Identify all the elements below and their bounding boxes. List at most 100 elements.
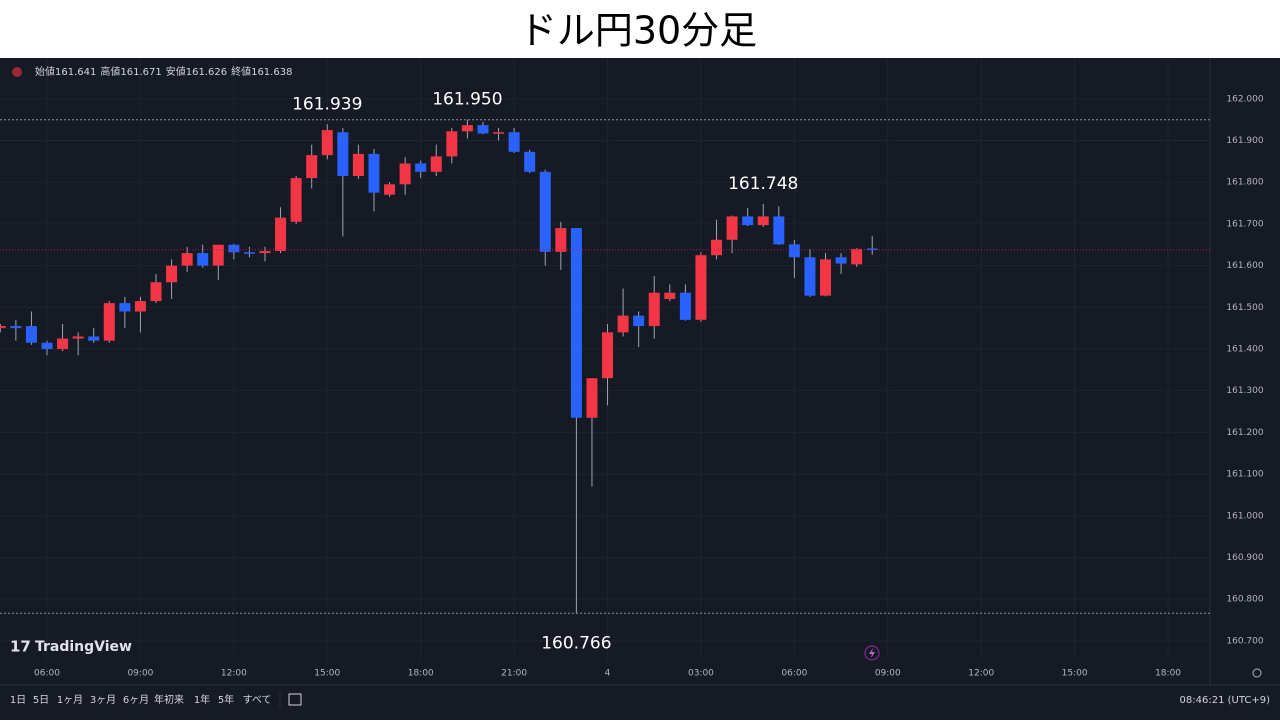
x-tick-label: 03:00 — [688, 669, 714, 679]
x-tick-label: 06:00 — [34, 669, 60, 679]
candle-body — [150, 282, 162, 302]
range-button[interactable]: 1日 — [10, 695, 26, 706]
header-value: 161.638 — [251, 67, 292, 78]
annotation: 161.950 — [432, 90, 502, 110]
header-value: 161.671 — [120, 67, 161, 78]
plot — [0, 119, 1210, 614]
candle-body — [633, 315, 645, 327]
y-tick-label: 161.900 — [1226, 136, 1263, 146]
candle-body — [648, 292, 660, 327]
chart-background — [0, 58, 1280, 720]
y-tick-label: 161.800 — [1226, 178, 1263, 188]
alert-bolt — [869, 648, 875, 658]
header-label: 始値 — [35, 65, 55, 78]
candle-body — [461, 125, 473, 132]
y-tick-label: 160.700 — [1226, 636, 1263, 646]
range-button[interactable]: 1ヶ月 — [57, 694, 83, 706]
header-label: 終値 — [231, 65, 251, 78]
candle-body — [119, 303, 131, 312]
range-button[interactable]: 6ヶ月 — [123, 694, 149, 706]
candle-body — [25, 326, 37, 343]
candle-body — [524, 151, 536, 172]
candle-body — [10, 326, 22, 329]
overlay: 160.700 160.800 160.900 161.000 161.100 161.2… — [34, 90, 1264, 679]
x-tick-label: 12:00 — [968, 669, 994, 679]
candle-body — [212, 244, 224, 266]
candle-body — [337, 132, 349, 176]
candle-body — [788, 244, 800, 258]
candle-body — [41, 342, 53, 349]
candle-body — [430, 156, 442, 172]
candle-body — [259, 251, 271, 254]
candle-body — [290, 178, 302, 222]
candle-body — [757, 216, 769, 226]
candle-body — [368, 153, 380, 193]
range-button[interactable]: 1年 — [194, 693, 210, 706]
symbol-icon — [12, 67, 22, 77]
range-button[interactable]: 3ヶ月 — [90, 694, 116, 706]
y-tick-label: 160.900 — [1226, 553, 1263, 563]
alert-icon[interactable] — [864, 645, 880, 661]
candle-body — [539, 171, 551, 252]
x-tick-label: 15:00 — [314, 669, 340, 679]
annotation: 160.766 — [541, 633, 611, 653]
header-value: 161.641 — [55, 67, 96, 78]
x-tick-label: 06:00 — [781, 669, 807, 679]
candle-body — [197, 253, 209, 266]
range-button[interactable]: 5日 — [33, 695, 49, 706]
candle-body — [617, 315, 629, 333]
candle-body — [493, 132, 505, 134]
candle-body — [866, 248, 878, 251]
range-button[interactable]: 5年 — [218, 693, 234, 706]
candle-body — [664, 292, 676, 299]
candle-body — [835, 257, 847, 264]
y-tick-label: 161.300 — [1226, 386, 1263, 396]
y-tick-label: 161.700 — [1226, 219, 1263, 229]
settings-icon[interactable] — [1252, 668, 1262, 678]
candle-body — [820, 259, 832, 296]
candle-body — [695, 255, 707, 320]
y-tick-label: 161.500 — [1226, 303, 1263, 313]
candle-body — [446, 131, 458, 157]
toolbar: 08:46:21 (UTC+9) 1日 5日 1ヶ月 3ヶ月 6ヶ月 年初来 1年 5年 すべて — [10, 692, 1270, 708]
candle-body — [804, 257, 816, 296]
header-value: 161.626 — [186, 67, 227, 78]
candle-body — [166, 265, 178, 283]
candle-body — [72, 336, 84, 339]
candle-body — [399, 163, 411, 185]
candle-body — [742, 216, 754, 226]
header-label: 安値 — [166, 65, 186, 78]
x-tick-label: 18:00 — [1155, 669, 1181, 679]
candle-body — [773, 216, 785, 245]
x-tick-label: 21:00 — [501, 669, 527, 679]
range-button[interactable]: すべて — [243, 694, 272, 706]
candle-body — [415, 163, 427, 172]
x-tick-label: 09:00 — [875, 669, 901, 679]
x-tick-label: 18:00 — [408, 669, 434, 679]
candle-body — [602, 332, 614, 379]
candle-body — [508, 132, 520, 152]
candle-body — [321, 130, 333, 156]
candle-body — [275, 217, 287, 252]
logo-mark: 17 — [10, 638, 31, 656]
x-tick-label: 4 — [605, 669, 611, 679]
y-tick-label: 162.000 — [1226, 94, 1263, 104]
candle-body — [477, 125, 489, 134]
candle-body — [555, 228, 567, 252]
candle-body — [352, 153, 364, 176]
candle-body — [228, 244, 240, 253]
x-tick-label: 15:00 — [1062, 669, 1088, 679]
date-range-icon[interactable] — [288, 693, 302, 706]
logo: 17 TradingView — [10, 638, 132, 656]
ohlc-header: 始値161.641 高値161.671 安値161.626 終値161.638 — [35, 65, 292, 78]
x-tick-label: 09:00 — [127, 669, 153, 679]
header-label: 高値 — [100, 65, 120, 78]
candle-body — [679, 292, 691, 320]
candle-body — [181, 253, 193, 266]
candle-body — [384, 184, 396, 195]
range-button[interactable]: 年初来 — [154, 693, 184, 706]
annotation: 161.748 — [728, 174, 798, 194]
candle-body — [851, 248, 863, 265]
